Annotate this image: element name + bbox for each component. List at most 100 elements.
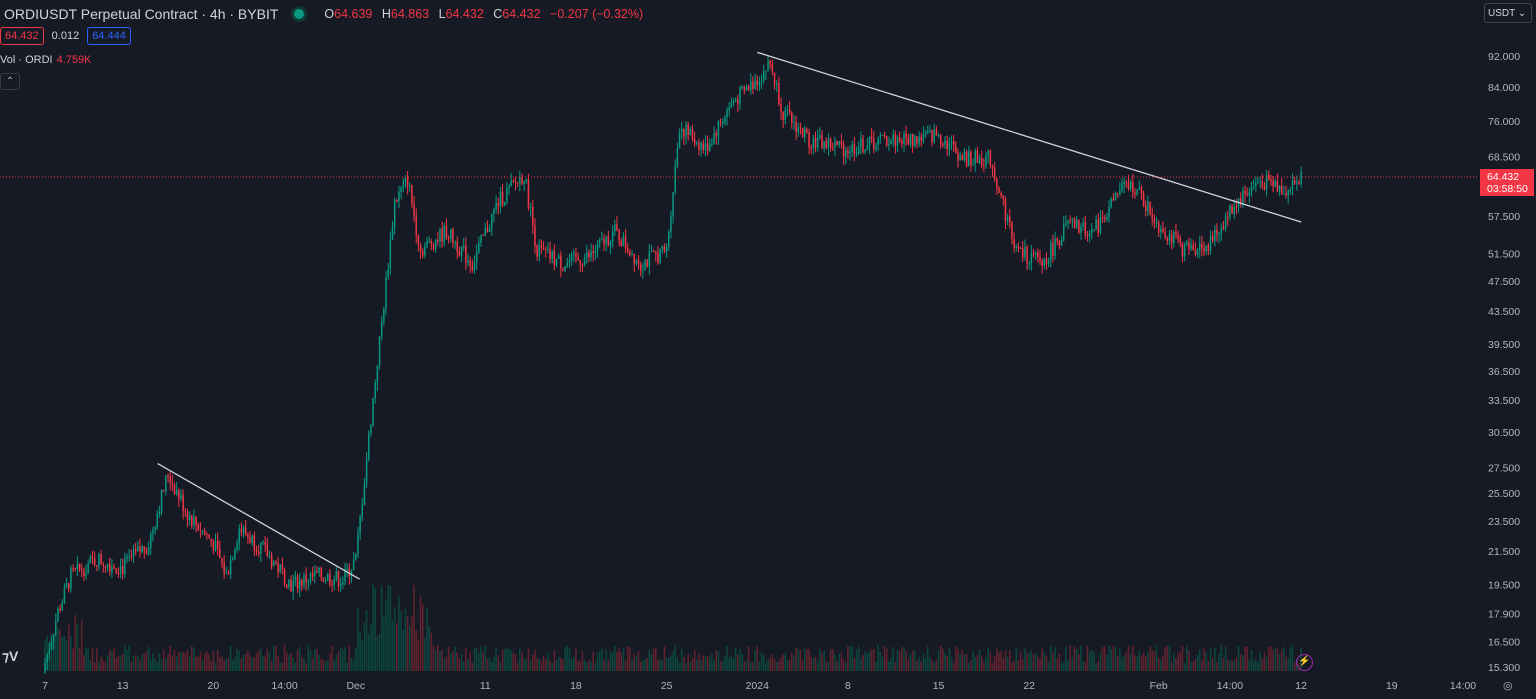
- volume-bar: [322, 659, 325, 671]
- tradingview-logo[interactable]: ⁊V: [2, 648, 19, 664]
- y-tick-label: 15.300: [1488, 662, 1520, 674]
- y-tick-label: 21.500: [1488, 546, 1520, 558]
- volume-bar: [89, 660, 92, 671]
- candle-body: [698, 142, 700, 150]
- volume-bar: [844, 662, 847, 671]
- buy-price-button[interactable]: 64.444: [87, 27, 131, 45]
- candle-body: [1097, 219, 1100, 233]
- volume-bar: [1043, 652, 1046, 671]
- candle-body: [657, 253, 659, 264]
- trendline: [157, 463, 361, 580]
- volume-bar: [208, 654, 210, 671]
- candle-body: [106, 564, 109, 568]
- candle-body: [145, 550, 148, 554]
- volume-bar: [359, 631, 361, 671]
- volume-bar: [1155, 645, 1158, 671]
- volume-bar: [730, 655, 733, 671]
- collapse-legend-button[interactable]: ⌃: [0, 73, 20, 90]
- y-tick-label: 84.000: [1488, 82, 1520, 94]
- volume-bar: [1246, 646, 1248, 671]
- symbol-title[interactable]: ORDIUSDT Perpetual Contract · 4h · BYBIT: [4, 6, 279, 22]
- volume-bar: [968, 662, 970, 671]
- candle-body: [875, 145, 877, 150]
- candle-body: [1134, 192, 1136, 195]
- volume-bar: [1237, 646, 1240, 671]
- candle-body: [1037, 252, 1039, 257]
- volume-bar: [661, 660, 664, 671]
- candle-body: [996, 178, 998, 188]
- candle-body: [1276, 180, 1279, 192]
- candle-body: [544, 249, 547, 251]
- candle-body: [268, 555, 271, 557]
- candle-body: [724, 117, 726, 123]
- volume-bar: [1106, 655, 1108, 671]
- volume-bar: [85, 647, 87, 671]
- volume-legend: Vol · ORDI 4.759K: [0, 54, 92, 66]
- volume-bar: [491, 662, 493, 671]
- candle-body: [475, 252, 478, 263]
- candle-body: [1147, 201, 1149, 212]
- candle-body: [916, 136, 918, 144]
- volume-bar: [439, 650, 441, 671]
- y-tick-label: 47.500: [1488, 276, 1520, 288]
- candle-body: [935, 129, 938, 136]
- candle-body: [191, 515, 193, 526]
- candle-body: [193, 516, 195, 526]
- candle-body: [734, 99, 737, 102]
- candle-body: [963, 151, 966, 161]
- candle-body: [462, 245, 465, 247]
- candle-body: [1142, 193, 1145, 206]
- candle-body: [771, 63, 774, 73]
- candle-body: [1265, 174, 1268, 189]
- settings-icon[interactable]: ◎: [1503, 680, 1513, 692]
- candle-body: [450, 228, 452, 240]
- volume-bar: [592, 651, 594, 671]
- candle-body: [167, 475, 169, 477]
- volume-bar: [888, 661, 890, 671]
- volume-bar: [553, 650, 556, 671]
- volume-bar: [1144, 655, 1147, 671]
- candle-body: [1259, 181, 1261, 183]
- candle-body: [542, 247, 545, 250]
- volume-bar: [838, 653, 841, 671]
- candle-body: [184, 511, 187, 513]
- volume-bar: [1127, 645, 1130, 671]
- volume-bar: [996, 648, 998, 671]
- candle-body: [747, 86, 750, 91]
- candle-body: [642, 270, 644, 272]
- candle-body: [635, 260, 638, 264]
- volume-bar: [1229, 660, 1231, 671]
- candle-body: [620, 240, 623, 247]
- currency-select[interactable]: USDT ⌄: [1484, 3, 1532, 23]
- x-tick-label: 19: [1386, 680, 1398, 692]
- candle-body: [1110, 198, 1112, 207]
- volume-bar: [549, 660, 551, 671]
- candle-body: [247, 534, 249, 538]
- volume-bar: [555, 659, 558, 671]
- volume-bar: [719, 660, 722, 671]
- candle-body: [173, 484, 176, 495]
- candle-body: [359, 515, 361, 534]
- candle-body: [553, 251, 556, 265]
- volume-bar: [702, 655, 705, 671]
- volume-bar: [376, 636, 379, 671]
- candle-body: [1170, 233, 1173, 244]
- candle-body: [933, 129, 935, 143]
- volume-bar: [1278, 653, 1281, 671]
- volume-bar: [970, 660, 972, 671]
- volume-bar: [1276, 648, 1279, 671]
- lightning-icon[interactable]: ⚡: [1296, 654, 1313, 671]
- candle-body: [260, 542, 262, 554]
- volume-bar: [277, 655, 279, 671]
- volume-bar: [609, 651, 612, 671]
- sell-price-button[interactable]: 64.432: [0, 27, 44, 45]
- candle-body: [529, 207, 532, 209]
- volume-bar: [674, 645, 676, 671]
- candle-body: [674, 164, 676, 193]
- volume-bar: [137, 656, 139, 671]
- volume-bar: [1198, 649, 1201, 671]
- candle-body: [927, 131, 929, 134]
- volume-bar: [950, 657, 953, 671]
- volume-bar: [430, 632, 433, 671]
